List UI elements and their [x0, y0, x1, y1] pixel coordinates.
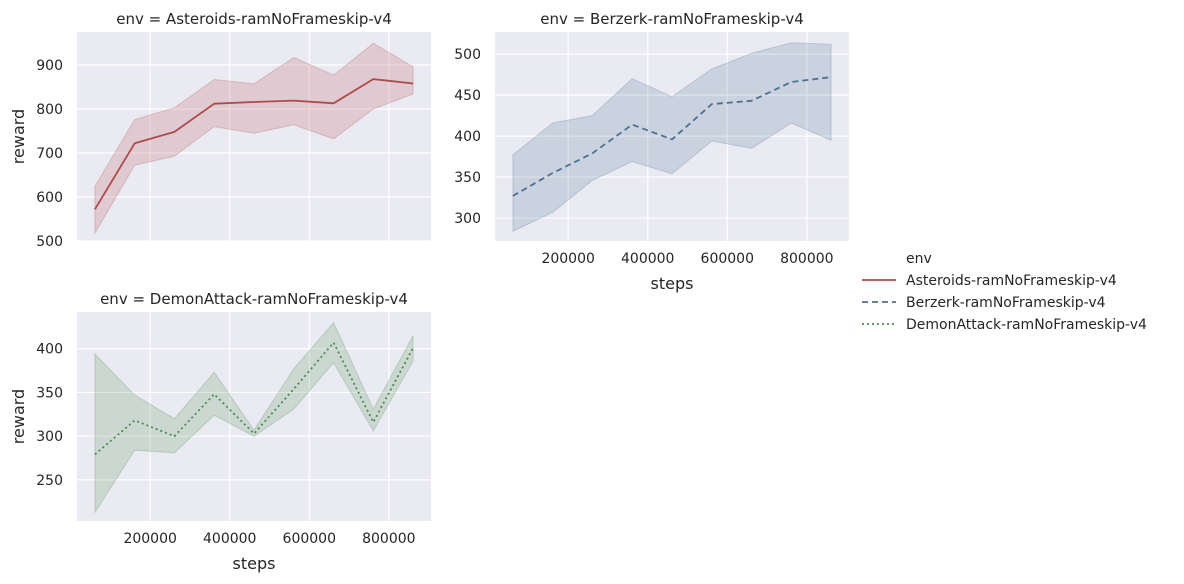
- data-point: [94, 208, 96, 210]
- legend-entry: DemonAttack-ramNoFrameskip-v4: [862, 317, 1147, 333]
- data-point: [133, 419, 135, 421]
- y-axis-label: reward: [9, 389, 28, 444]
- data-point: [213, 103, 215, 105]
- data-point: [551, 172, 553, 174]
- confidence-band: [94, 321, 414, 515]
- data-point: [213, 393, 215, 395]
- legend-entries: Asteroids-ramNoFrameskip-v4 Berzerk-ramNo…: [862, 273, 1147, 333]
- data-point: [94, 453, 96, 455]
- x-tick-label: 800000: [780, 251, 833, 267]
- data-point: [173, 131, 175, 133]
- legend-label: Asteroids-ramNoFrameskip-v4: [906, 273, 1117, 289]
- series-line: [94, 341, 414, 456]
- data-point: [293, 388, 295, 390]
- x-tick-label: 200000: [123, 531, 176, 547]
- y-tick-label: 800: [36, 102, 63, 118]
- data-point: [750, 100, 752, 102]
- panel-title: env = Berzerk-ramNoFrameskip-v4: [540, 10, 804, 28]
- panel-title: env = DemonAttack-ramNoFrameskip-v4: [100, 290, 408, 308]
- data-point: [253, 432, 255, 434]
- data-point: [293, 99, 295, 101]
- legend-label: Berzerk-ramNoFrameskip-v4: [906, 295, 1106, 311]
- y-tick-label: 350: [36, 385, 63, 401]
- chart-panel: env = DemonAttack-ramNoFrameskip-v4 250 30…: [9, 290, 431, 573]
- y-tick-label: 600: [36, 190, 63, 206]
- data-point: [412, 347, 414, 349]
- series: [94, 42, 414, 235]
- y-tick-label: 350: [454, 170, 481, 186]
- data-point: [711, 103, 713, 105]
- y-tick-label: 450: [454, 88, 481, 104]
- data-point: [412, 82, 414, 84]
- data-point: [332, 102, 334, 104]
- data-point: [253, 101, 255, 103]
- panel-title: env = Asteroids-ramNoFrameskip-v4: [116, 10, 392, 28]
- x-tick-label: 400000: [203, 531, 256, 547]
- data-point: [173, 435, 175, 437]
- x-tick-label: 600000: [701, 251, 754, 267]
- x-axis-label: steps: [233, 554, 276, 573]
- x-axis-label: steps: [651, 274, 694, 293]
- y-tick-label: 500: [454, 47, 481, 63]
- y-axis-label: reward: [9, 109, 28, 164]
- y-tick-label: 900: [36, 58, 63, 74]
- data-point: [671, 138, 673, 140]
- series-line: [512, 76, 832, 197]
- data-point: [631, 123, 633, 125]
- x-tick-label: 600000: [283, 531, 336, 547]
- series: [94, 321, 414, 515]
- plot-area: [77, 32, 431, 241]
- y-tick-label: 300: [454, 211, 481, 227]
- x-tick-label: 200000: [541, 251, 594, 267]
- y-tick-label: 400: [454, 129, 481, 145]
- legend-entry: Berzerk-ramNoFrameskip-v4: [862, 295, 1106, 311]
- legend-title: env: [906, 251, 932, 267]
- data-point: [332, 341, 334, 343]
- x-tick-label: 800000: [362, 531, 415, 547]
- data-point: [372, 78, 374, 80]
- series-line: [94, 78, 414, 210]
- legend-entry: Asteroids-ramNoFrameskip-v4: [862, 273, 1117, 289]
- y-tick-label: 400: [36, 342, 63, 358]
- data-point: [591, 152, 593, 154]
- series: [512, 42, 832, 232]
- y-tick-label: 250: [36, 473, 63, 489]
- data-point: [133, 142, 135, 144]
- y-tick-label: 300: [36, 429, 63, 445]
- plot-area: [77, 312, 431, 521]
- confidence-band: [94, 42, 414, 235]
- x-tick-label: 400000: [621, 251, 674, 267]
- data-point: [512, 195, 514, 197]
- chart-panel: env = Berzerk-ramNoFrameskip-v4 300 350 400…: [454, 10, 849, 293]
- y-tick-label: 700: [36, 146, 63, 162]
- data-point: [830, 76, 832, 78]
- chart-panel: env = Asteroids-ramNoFrameskip-v4 500 600 7…: [9, 10, 431, 250]
- data-point: [790, 81, 792, 83]
- legend-label: DemonAttack-ramNoFrameskip-v4: [906, 317, 1147, 333]
- data-point: [372, 421, 374, 423]
- y-tick-label: 500: [36, 234, 63, 250]
- legend: env Asteroids-ramNoFrameskip-v4 Berzerk-r…: [862, 251, 1147, 333]
- confidence-band: [512, 42, 832, 232]
- chart-panels: env = Asteroids-ramNoFrameskip-v4 500 600 7…: [9, 10, 849, 573]
